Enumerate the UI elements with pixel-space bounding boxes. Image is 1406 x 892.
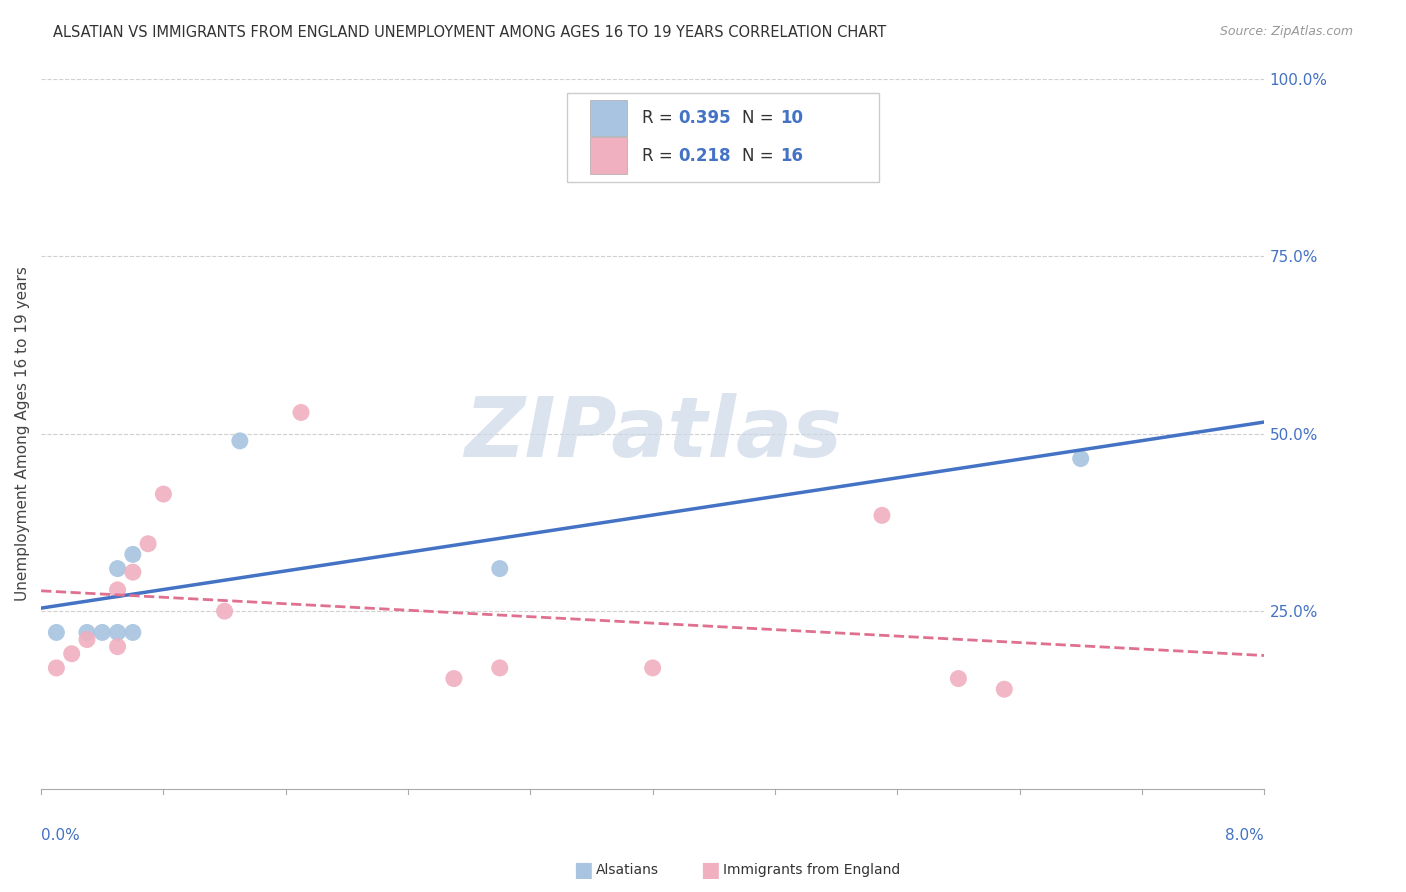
Text: R =: R = — [641, 109, 678, 127]
Point — [60, 647, 83, 661]
Text: N =: N = — [742, 146, 779, 165]
Point — [136, 537, 159, 551]
Point — [45, 625, 67, 640]
Text: Source: ZipAtlas.com: Source: ZipAtlas.com — [1219, 25, 1353, 38]
Text: Alsatians: Alsatians — [596, 863, 659, 877]
Point — [870, 508, 893, 523]
Point — [948, 672, 970, 686]
Point — [229, 434, 252, 448]
Text: ZIPatlas: ZIPatlas — [464, 393, 842, 475]
Text: 0.0%: 0.0% — [41, 828, 80, 843]
Point — [91, 625, 114, 640]
Text: 0.395: 0.395 — [678, 109, 731, 127]
FancyBboxPatch shape — [567, 93, 879, 182]
Bar — [591, 137, 627, 174]
Point — [121, 548, 143, 562]
Point — [121, 565, 143, 579]
Text: 10: 10 — [780, 109, 803, 127]
Text: 8.0%: 8.0% — [1226, 828, 1264, 843]
Point — [107, 582, 129, 597]
Text: Immigrants from England: Immigrants from England — [723, 863, 900, 877]
Bar — [591, 100, 627, 136]
Point — [1070, 451, 1092, 466]
Point — [641, 661, 664, 675]
Text: 0.218: 0.218 — [678, 146, 731, 165]
Point — [993, 682, 1015, 697]
Text: 16: 16 — [780, 146, 803, 165]
Point — [107, 561, 129, 575]
Point — [488, 661, 510, 675]
Point — [152, 487, 174, 501]
Text: N =: N = — [742, 109, 779, 127]
Point — [214, 604, 236, 618]
Point — [443, 672, 465, 686]
Point — [488, 561, 510, 575]
Point — [76, 625, 98, 640]
Point — [121, 625, 143, 640]
Text: ■: ■ — [700, 860, 720, 880]
Y-axis label: Unemployment Among Ages 16 to 19 years: Unemployment Among Ages 16 to 19 years — [15, 267, 30, 601]
Point — [290, 405, 312, 419]
Point — [76, 632, 98, 647]
Point — [45, 661, 67, 675]
Point — [107, 640, 129, 654]
Text: R =: R = — [641, 146, 678, 165]
Text: ALSATIAN VS IMMIGRANTS FROM ENGLAND UNEMPLOYMENT AMONG AGES 16 TO 19 YEARS CORRE: ALSATIAN VS IMMIGRANTS FROM ENGLAND UNEM… — [53, 25, 887, 40]
Point — [107, 625, 129, 640]
Text: ■: ■ — [574, 860, 593, 880]
